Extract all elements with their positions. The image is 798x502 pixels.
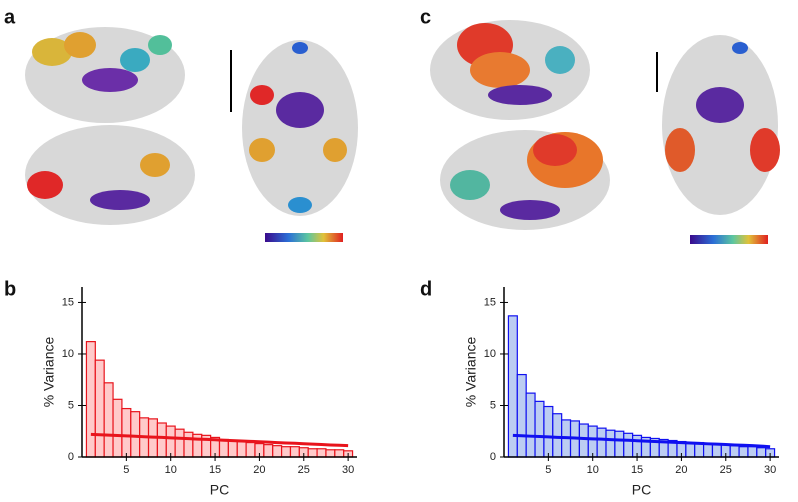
x-tick-label: 25 <box>298 464 310 476</box>
y-tick-label: 0 <box>490 451 496 463</box>
x-axis-label: PC <box>210 482 229 498</box>
bar <box>325 449 336 458</box>
bar <box>183 431 194 458</box>
y-tick-label: 10 <box>484 348 496 360</box>
bar <box>516 373 527 458</box>
x-tick-label: 15 <box>209 464 221 476</box>
panel-label: d <box>420 278 432 300</box>
bar <box>334 449 345 458</box>
x-tick-label: 15 <box>631 464 643 476</box>
bar <box>130 411 141 458</box>
bar <box>316 448 327 458</box>
bar <box>280 446 292 458</box>
y-axis-label: % Variance <box>41 337 57 408</box>
bar <box>289 446 300 458</box>
bar <box>85 341 96 458</box>
y-axis-label: % Variance <box>463 337 479 408</box>
y-tick-label: 5 <box>68 399 74 411</box>
y-tick-label: 15 <box>62 296 74 308</box>
bar <box>236 440 247 458</box>
bar <box>174 428 185 458</box>
brain-renderings-a <box>25 27 358 242</box>
bar <box>614 430 625 458</box>
bar <box>578 423 589 458</box>
bar <box>756 447 767 458</box>
bar <box>307 448 318 458</box>
x-tick-label: 10 <box>587 464 599 476</box>
bar <box>121 407 132 458</box>
bar <box>702 443 714 458</box>
bar <box>552 413 563 458</box>
threshold-line <box>512 433 771 449</box>
bar <box>711 444 722 458</box>
x-tick-label: 10 <box>165 464 177 476</box>
x-tick-label: 5 <box>123 464 129 476</box>
panel-label: c <box>420 6 431 28</box>
bar <box>112 398 123 458</box>
bar <box>263 444 274 458</box>
bar <box>729 445 740 458</box>
bar <box>165 425 176 458</box>
y-tick-label: 15 <box>484 296 496 308</box>
y-tick-label: 10 <box>62 348 74 360</box>
bar <box>245 441 256 458</box>
bar <box>587 425 598 458</box>
bar <box>227 439 238 458</box>
bar <box>596 427 607 458</box>
x-tick-label: 20 <box>253 464 265 476</box>
threshold-line <box>90 432 349 448</box>
x-axis-label: PC <box>632 482 651 498</box>
x-tick-label: 5 <box>545 464 551 476</box>
x-tick-label: 30 <box>764 464 776 476</box>
y-tick-label: 0 <box>68 451 74 463</box>
bar <box>218 438 229 458</box>
bar <box>623 432 634 458</box>
y-tick-label: 5 <box>490 399 496 411</box>
bar <box>156 422 167 458</box>
panel-label: b <box>4 278 16 300</box>
bar <box>543 405 554 458</box>
bar <box>534 400 545 458</box>
bar <box>738 446 749 458</box>
brain-renderings-c <box>430 20 780 244</box>
x-tick-label: 20 <box>675 464 687 476</box>
x-tick-label: 25 <box>720 464 732 476</box>
bar <box>685 441 696 458</box>
bar <box>605 429 616 458</box>
panel-label: a <box>4 6 16 28</box>
x-tick-label: 30 <box>342 464 354 476</box>
bar <box>525 392 536 458</box>
bar <box>272 445 283 458</box>
bar <box>94 359 105 458</box>
bar <box>747 446 758 458</box>
bar <box>103 382 114 458</box>
